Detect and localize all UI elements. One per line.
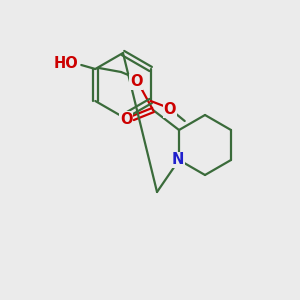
Text: O: O xyxy=(164,103,176,118)
Text: O: O xyxy=(130,74,142,89)
Text: N: N xyxy=(172,152,184,167)
Text: HO: HO xyxy=(54,56,79,71)
Text: O: O xyxy=(120,112,132,127)
